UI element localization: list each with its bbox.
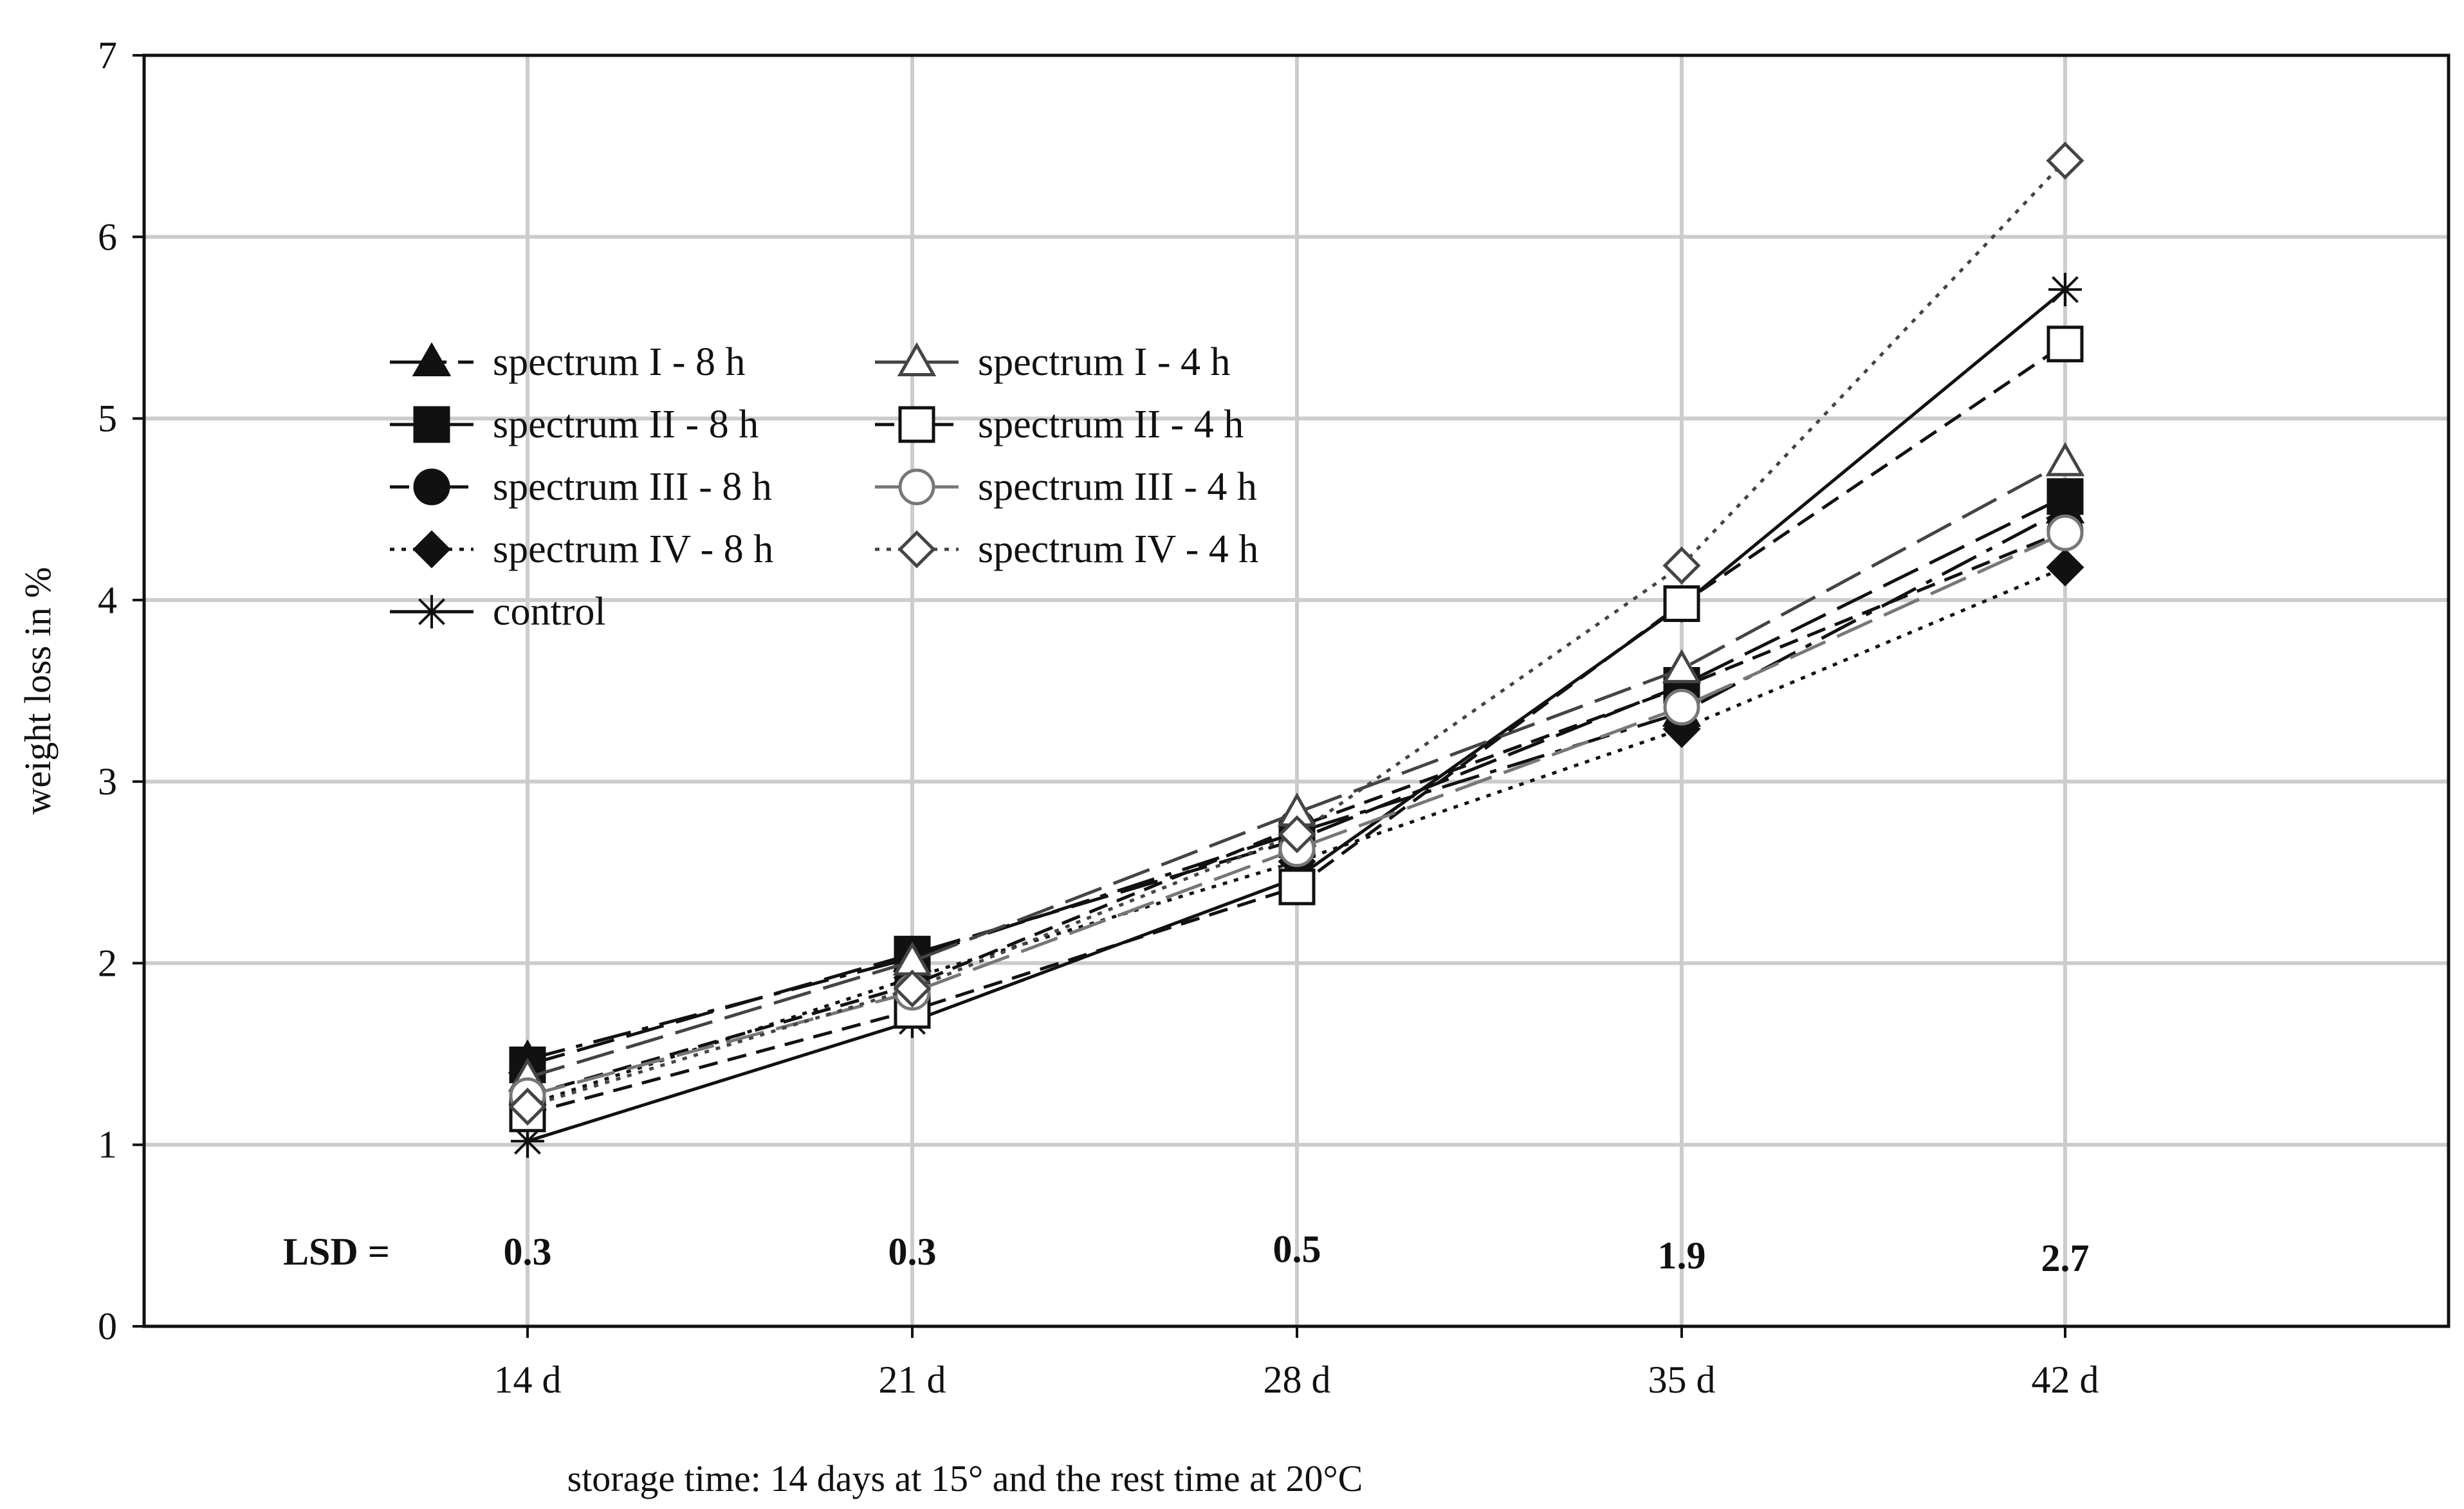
series-spectrum-iv-4-h	[508, 142, 2084, 1126]
data-point	[2046, 514, 2084, 551]
y-tick-label: 1	[98, 1124, 117, 1166]
data-point	[1663, 688, 1700, 726]
lsd-label: LSD =	[283, 1230, 390, 1273]
x-tick-label: 42 d	[2032, 1358, 2099, 1401]
data-point	[893, 969, 932, 1008]
data-point	[412, 342, 452, 376]
series-line	[527, 461, 2066, 1079]
legend-entry: spectrum I - 4 h	[875, 340, 1231, 384]
lsd-annotations: LSD = 0.3 0.3 0.5 1.9 2.7	[283, 1228, 2090, 1279]
x-tick-label: 35 d	[1648, 1358, 1716, 1401]
legend-entry: spectrum I - 8 h	[390, 340, 746, 384]
legend-entry: spectrum III - 8 h	[390, 465, 772, 509]
y-axis-label: weight loss in %	[17, 567, 59, 814]
data-point	[897, 342, 937, 376]
y-tick-label: 4	[98, 579, 117, 621]
legend-label: spectrum II - 4 h	[978, 403, 1244, 446]
data-point	[2046, 325, 2084, 363]
x-axis-ticks: 14 d 21 d 28 d 35 d 42 d	[494, 1326, 2099, 1401]
data-point	[508, 1087, 547, 1126]
x-tick-label: 28 d	[1264, 1358, 1331, 1401]
y-axis-ticks: 0 1 2 3 4 5 6 7	[98, 34, 144, 1348]
data-point	[413, 406, 450, 443]
series-line	[527, 565, 2066, 1106]
asterisk-stroke	[2052, 276, 2079, 304]
data-point	[412, 530, 451, 569]
legend-entry: spectrum II - 8 h	[390, 403, 759, 446]
data-point	[2046, 142, 2084, 180]
data-point	[2046, 478, 2084, 515]
legend-label: spectrum IV - 8 h	[493, 527, 773, 571]
lsd-value: 0.3	[504, 1230, 552, 1273]
legend-label: spectrum III - 8 h	[493, 465, 772, 509]
legend-entry: spectrum III - 4 h	[875, 465, 1257, 509]
data-point	[1278, 868, 1316, 906]
lsd-value: 0.5	[1273, 1228, 1321, 1270]
y-tick-label: 0	[98, 1305, 117, 1348]
lsd-value: 0.3	[888, 1230, 937, 1273]
data-point	[898, 406, 935, 443]
data-point	[2045, 442, 2085, 477]
grid	[144, 55, 2449, 1326]
data-point	[898, 468, 935, 506]
data-point	[1663, 585, 1700, 623]
series-line	[527, 160, 2066, 1108]
legend-label: control	[493, 590, 606, 634]
asterisk-stroke	[418, 598, 445, 625]
y-tick-label: 5	[98, 398, 117, 440]
lsd-value: 2.7	[2041, 1237, 2090, 1279]
data-point	[415, 595, 448, 628]
legend: spectrum I - 8 h spectrum II - 8 h spectru…	[390, 340, 1258, 634]
legend-entry: spectrum IV - 8 h	[390, 527, 773, 571]
legend-entry: control	[390, 590, 606, 634]
data-point	[2046, 548, 2084, 587]
legend-label: spectrum II - 8 h	[493, 403, 759, 446]
data-point	[1662, 546, 1701, 585]
y-tick-label: 6	[98, 215, 117, 258]
asterisk-stroke	[514, 1128, 541, 1155]
data-point	[413, 468, 450, 506]
legend-entry: spectrum II - 4 h	[875, 403, 1244, 446]
data-point	[1278, 815, 1316, 854]
x-axis-label: storage time: 14 days at 15° and the res…	[567, 1458, 1363, 1499]
data-point	[1662, 649, 1702, 684]
data-point	[2048, 273, 2082, 307]
series-lines	[508, 142, 2085, 1158]
lsd-value: 1.9	[1658, 1234, 1706, 1277]
legend-label: spectrum IV - 4 h	[978, 527, 1258, 571]
legend-entry: spectrum IV - 4 h	[875, 527, 1258, 571]
x-tick-label: 14 d	[494, 1358, 562, 1401]
y-tick-label: 7	[98, 34, 117, 77]
legend-label: spectrum III - 4 h	[978, 465, 1257, 509]
data-point	[897, 530, 936, 569]
x-tick-label: 21 d	[879, 1358, 946, 1401]
y-tick-label: 3	[98, 760, 117, 803]
legend-label: spectrum I - 4 h	[978, 340, 1231, 384]
y-tick-label: 2	[98, 942, 117, 984]
legend-label: spectrum I - 8 h	[493, 340, 746, 384]
